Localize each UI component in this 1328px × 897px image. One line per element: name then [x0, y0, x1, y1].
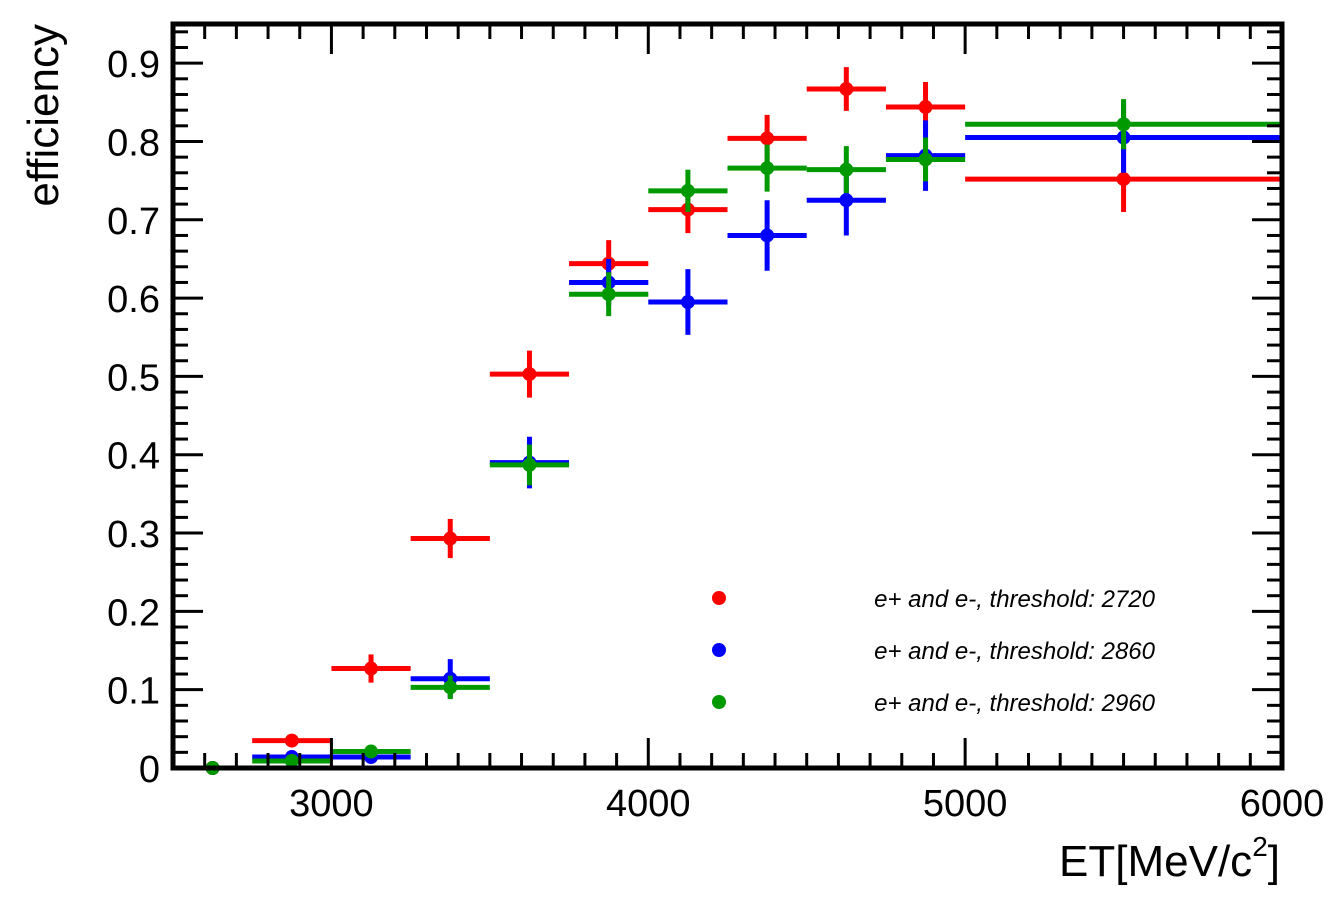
y-tick-label: 0.1 [107, 671, 160, 713]
y-tick-label: 0.5 [107, 357, 160, 399]
data-point [965, 99, 1282, 150]
data-marker [284, 733, 299, 748]
legend-marker [712, 643, 726, 657]
y-tick-label: 0.9 [107, 44, 160, 86]
data-point [806, 67, 886, 111]
x-tick-label: 4000 [606, 783, 691, 825]
data-point [410, 675, 490, 700]
legend-label: e+ and e-, threshold: 2960 [874, 690, 1156, 717]
data-marker [680, 295, 695, 310]
data-point [806, 146, 886, 194]
data-point [727, 200, 807, 271]
data-point [252, 753, 332, 768]
data-marker [680, 183, 695, 198]
legend-entry: e+ and e-, threshold: 2720 [712, 586, 1156, 613]
y-axis-title: efficiency [19, 24, 68, 207]
y-tick-label: 0.4 [107, 436, 160, 478]
data-point [648, 269, 728, 335]
data-point [410, 518, 490, 559]
data-marker [760, 228, 775, 243]
legend-label: e+ and e-, threshold: 2720 [874, 586, 1156, 613]
x-tick-label: 5000 [923, 783, 1008, 825]
data-marker [760, 131, 775, 146]
data-point [727, 144, 807, 192]
data-marker [839, 162, 854, 177]
legend-entry: e+ and e-, threshold: 2960 [712, 690, 1156, 717]
x-axis-title-main: ET[MeV/c [1059, 837, 1252, 886]
legend-marker [712, 591, 726, 605]
data-marker [443, 680, 458, 695]
data-point [569, 272, 649, 317]
data-marker [364, 661, 379, 676]
y-tick-label: 0 [139, 749, 160, 791]
series-layer [173, 67, 1282, 775]
data-marker [522, 367, 537, 382]
legend-marker [712, 695, 726, 709]
data-marker [760, 161, 775, 176]
data-marker [918, 152, 933, 167]
series-2 [173, 102, 1282, 775]
data-point [489, 350, 570, 398]
y-tick-label: 0.2 [107, 592, 160, 634]
data-point [252, 733, 332, 748]
tick-labels-layer: 3000 4000 5000 6000 0 0.1 0.2 0.3 0.4 0.5 0.6 0.7 0.… [107, 44, 1324, 825]
x-axis-title-close: ] [1268, 837, 1280, 886]
x-axis-title-superscript: 2 [1252, 831, 1268, 862]
y-tick-label: 0.8 [107, 122, 160, 164]
data-marker [364, 744, 379, 759]
y-tick-label: 0.3 [107, 514, 160, 556]
x-axis-title: ET[MeV/c2] [1059, 831, 1280, 886]
data-marker [522, 457, 537, 472]
data-marker [918, 100, 933, 115]
series-1 [173, 67, 1282, 775]
series-3 [173, 99, 1282, 775]
data-point [489, 444, 570, 486]
data-marker [839, 193, 854, 208]
data-marker [601, 287, 616, 302]
data-point [331, 654, 411, 683]
x-tick-label: 3000 [289, 783, 374, 825]
ticks-layer [171, 24, 1284, 770]
legend-label: e+ and e-, threshold: 2860 [874, 638, 1156, 665]
data-marker [1116, 172, 1131, 187]
legend-entry: e+ and e-, threshold: 2860 [712, 638, 1156, 665]
y-tick-label: 0.6 [107, 279, 160, 321]
data-point [331, 744, 411, 759]
data-point [648, 169, 728, 212]
data-marker [1116, 117, 1131, 132]
plot-frame [170, 21, 1285, 771]
x-tick-label: 6000 [1240, 783, 1325, 825]
legend: e+ and e-, threshold: 2720 e+ and e-, thr… [712, 586, 1156, 717]
data-marker [443, 531, 458, 546]
data-point [885, 137, 966, 182]
data-marker [284, 753, 299, 768]
y-tick-label: 0.7 [107, 201, 160, 243]
data-marker [839, 82, 854, 97]
